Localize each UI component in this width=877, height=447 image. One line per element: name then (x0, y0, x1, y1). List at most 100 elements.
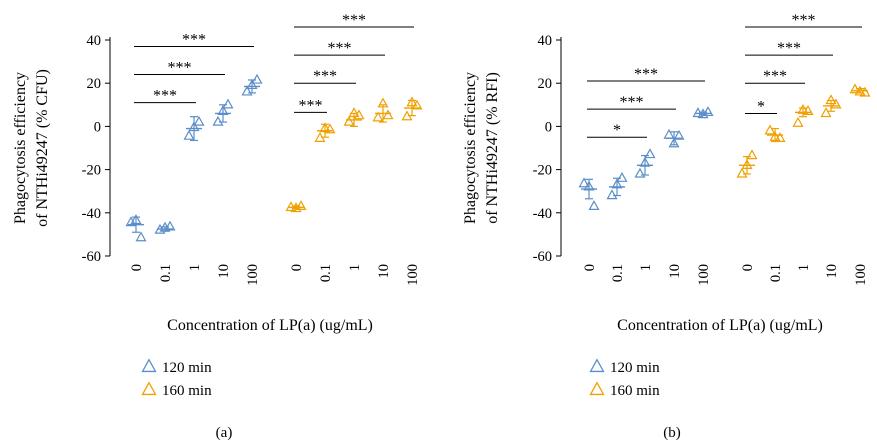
y-tick-label: 20 (87, 76, 102, 92)
legend-a: 120 min 160 min (141, 358, 212, 399)
x-tick-label: 0.1 (318, 264, 334, 282)
significance-label: *** (634, 66, 658, 83)
data-point (736, 167, 748, 178)
significance-label: *** (168, 60, 192, 77)
y-tick-label: 0 (545, 119, 552, 135)
panel-a-x-ticks: 0 0.1 1 10 100 0 0.1 1 10 100 (129, 264, 421, 286)
x-tick-label: 0 (740, 264, 756, 271)
significance-label: * (757, 98, 765, 115)
y-tick-label: -40 (533, 206, 552, 222)
x-tick-label: 0 (289, 264, 305, 271)
data-point (135, 231, 147, 242)
data-point (702, 106, 714, 117)
panel-a-y-ticks: 40 20 0 -20 -40 -60 (82, 33, 110, 265)
panel-b-xlabel: Concentration of LP(a) (ug/mL) (617, 317, 823, 334)
panel-a-ylabel-line2: of NTHi49247 (% CFU) (34, 69, 51, 227)
x-tick-label: 100 (245, 264, 261, 286)
data-point (578, 177, 590, 188)
x-tick-label: 10 (216, 264, 232, 279)
panel-b: Phagocytosis efficiency of NTHi49247 (% … (462, 12, 871, 441)
legend-marker (141, 358, 157, 373)
y-tick-label: 40 (538, 33, 553, 49)
x-tick-label: 1 (796, 264, 812, 271)
data-point (644, 148, 656, 159)
x-tick-label: 10 (376, 264, 392, 279)
data-point (164, 220, 176, 231)
panel-b-caption: (b) (663, 425, 681, 441)
data-point (183, 129, 195, 140)
x-tick-label: 1 (347, 264, 363, 271)
x-tick-label: 1 (187, 264, 203, 271)
y-tick-label: -60 (533, 249, 552, 265)
data-point (673, 129, 685, 140)
significance-label: *** (342, 12, 366, 29)
data-point (241, 85, 253, 96)
data-point (616, 171, 628, 182)
data-point (324, 123, 336, 134)
data-point (222, 98, 234, 109)
legend-marker (589, 381, 605, 396)
data-point (353, 109, 365, 120)
x-tick-label: 0 (129, 264, 145, 271)
data-point (820, 107, 832, 118)
legend-marker (589, 358, 605, 373)
x-tick-label: 100 (405, 264, 421, 286)
legend-marker (141, 381, 157, 396)
legend-label: 120 min (610, 360, 660, 376)
x-tick-label: 0.1 (610, 264, 626, 282)
data-point (774, 132, 786, 142)
significance-label: *** (620, 94, 644, 111)
data-point (588, 200, 600, 210)
data-point (125, 216, 137, 227)
data-point (830, 98, 842, 109)
significance-label: *** (763, 68, 787, 85)
data-point (411, 99, 423, 110)
x-tick-label: 0.1 (768, 264, 784, 282)
data-point (212, 115, 224, 126)
panel-b-y-ticks: 40 20 0 -20 -40 -60 (533, 33, 561, 265)
y-tick-label: -40 (82, 206, 101, 222)
significance-label: *** (153, 88, 177, 105)
data-point (764, 124, 776, 135)
x-tick-label: 100 (853, 264, 869, 286)
x-tick-label: 10 (824, 264, 840, 279)
panel-a-ylabel-line1: Phagocytosis efficiency (12, 72, 29, 224)
legend-label: 160 min (610, 383, 660, 399)
x-tick-label: 10 (667, 264, 683, 279)
legend-label: 120 min (162, 360, 212, 376)
significance-label: *** (299, 97, 323, 114)
panel-b-significance: ***************** (587, 12, 862, 139)
data-point (606, 189, 618, 200)
data-point (193, 115, 205, 126)
data-point (634, 167, 646, 178)
data-point (668, 137, 680, 148)
significance-label: *** (182, 31, 206, 48)
y-tick-label: 0 (94, 119, 101, 135)
significance-label: * (613, 122, 621, 139)
panel-a-caption: (a) (216, 425, 233, 441)
legend-b: 120 min 160 min (589, 358, 660, 399)
data-point (343, 115, 355, 126)
panel-b-x-ticks: 0 0.1 1 10 100 0 0.1 1 10 100 (582, 264, 869, 286)
data-point (295, 200, 307, 210)
x-tick-label: 0.1 (158, 264, 174, 282)
significance-label: *** (777, 40, 801, 57)
data-point (802, 105, 814, 115)
data-point (382, 109, 394, 120)
x-tick-label: 0 (582, 264, 598, 271)
panel-b-ylabel-line1: Phagocytosis efficiency (462, 72, 479, 224)
data-point (859, 86, 871, 97)
data-point (792, 116, 804, 127)
y-tick-label: -20 (533, 163, 552, 179)
significance-label: *** (313, 68, 337, 85)
data-point (251, 73, 263, 84)
y-tick-label: 20 (538, 76, 553, 92)
panel-a: Phagocytosis efficiency of NTHi49247 (% … (12, 12, 423, 441)
data-point (372, 111, 384, 122)
y-tick-label: -60 (82, 249, 101, 265)
significance-label: *** (328, 40, 352, 57)
y-tick-label: 40 (87, 33, 102, 49)
panel-a-marks (125, 73, 423, 242)
data-point (746, 149, 758, 160)
